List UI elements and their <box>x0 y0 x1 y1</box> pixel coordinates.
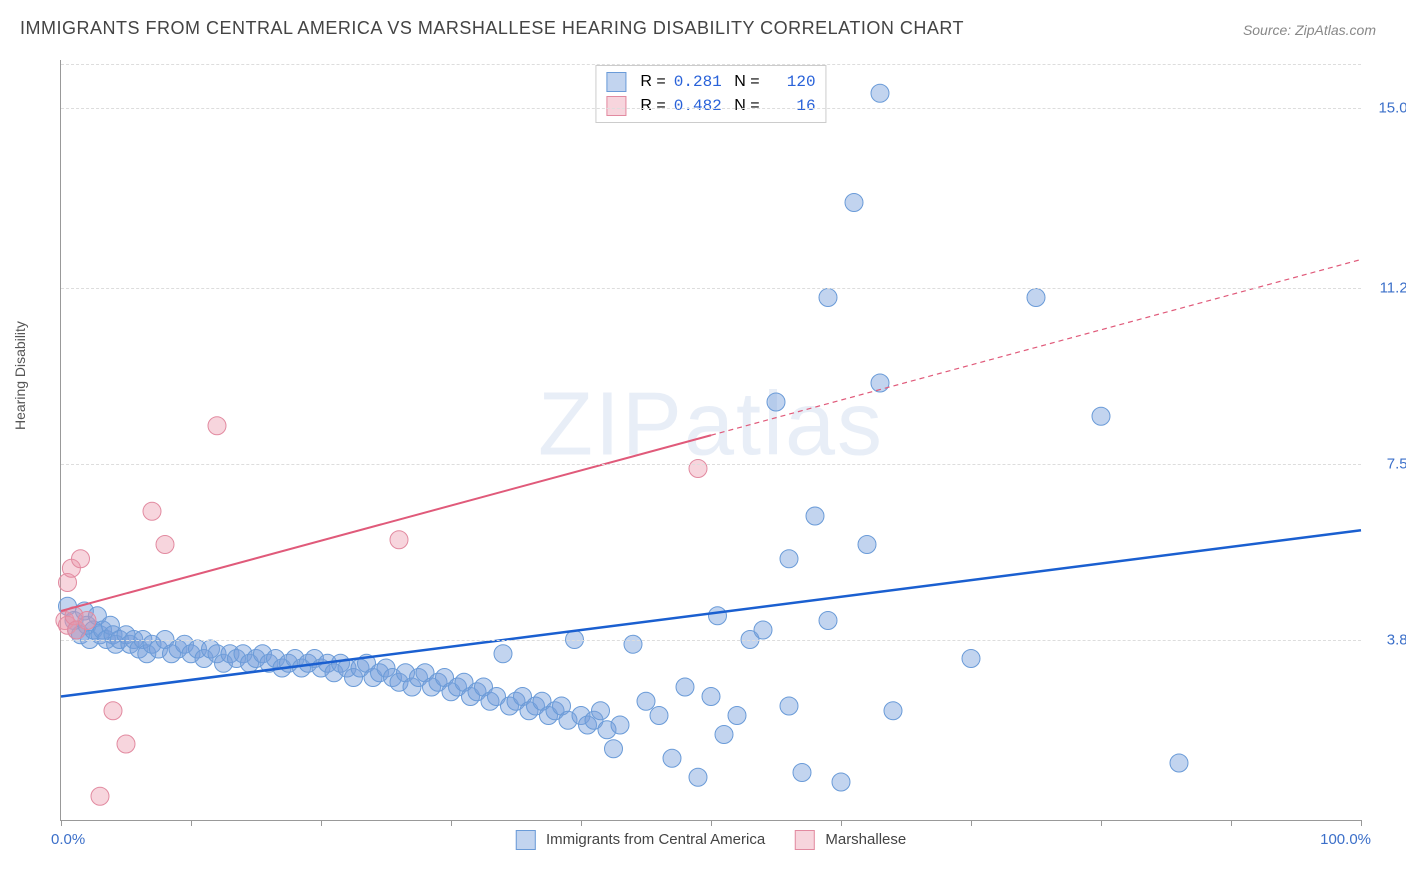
x-tick <box>1101 820 1102 826</box>
gridline <box>61 640 1361 641</box>
scatter-point <box>780 550 798 568</box>
scatter-point <box>819 612 837 630</box>
scatter-point <box>709 607 727 625</box>
scatter-point <box>715 726 733 744</box>
scatter-point <box>78 612 96 630</box>
x-tick <box>581 820 582 826</box>
scatter-point <box>104 702 122 720</box>
legend-item-1: Immigrants from Central America <box>516 830 765 850</box>
scatter-point <box>728 707 746 725</box>
scatter-point <box>962 650 980 668</box>
scatter-point <box>689 460 707 478</box>
trend-line <box>61 530 1361 696</box>
scatter-point <box>605 740 623 758</box>
scatter-point <box>754 621 772 639</box>
scatter-point <box>494 645 512 663</box>
gridline <box>61 464 1361 465</box>
scatter-point <box>592 702 610 720</box>
scatter-point <box>390 531 408 549</box>
scatter-point <box>156 536 174 554</box>
correlation-stats-box: R =0.281 N =120 R =0.482 N =16 <box>595 65 826 123</box>
x-tick <box>191 820 192 826</box>
stats-row-series1: R =0.281 N =120 <box>606 70 815 94</box>
chart-plot-area: ZIPatlas R =0.281 N =120 R =0.482 N =16 … <box>60 60 1361 821</box>
y-axis-label: Hearing Disability <box>12 321 28 430</box>
trend-line <box>61 435 711 611</box>
scatter-point <box>72 550 90 568</box>
scatter-point <box>884 702 902 720</box>
scatter-point <box>624 635 642 653</box>
stats-row-series2: R =0.482 N =16 <box>606 94 815 118</box>
scatter-point <box>845 194 863 212</box>
scatter-point <box>806 507 824 525</box>
scatter-point <box>650 707 668 725</box>
scatter-point <box>871 84 889 102</box>
scatter-point <box>1092 407 1110 425</box>
scatter-point <box>91 787 109 805</box>
x-axis-max-label: 100.0% <box>1320 831 1371 848</box>
scatter-point <box>767 393 785 411</box>
x-tick <box>1361 820 1362 826</box>
x-axis-min-label: 0.0% <box>51 831 85 848</box>
gridline <box>61 288 1361 289</box>
scatter-point <box>1170 754 1188 772</box>
chart-title: IMMIGRANTS FROM CENTRAL AMERICA VS MARSH… <box>20 18 964 39</box>
gridline <box>61 108 1361 109</box>
scatter-point <box>819 289 837 307</box>
legend-item-2: Marshallese <box>795 830 906 850</box>
scatter-point <box>858 536 876 554</box>
scatter-point <box>780 697 798 715</box>
scatter-point <box>702 688 720 706</box>
legend: Immigrants from Central America Marshall… <box>516 830 906 850</box>
scatter-point <box>793 764 811 782</box>
x-tick <box>841 820 842 826</box>
scatter-point <box>611 716 629 734</box>
legend-swatch-1 <box>516 830 536 850</box>
stats-swatch-2 <box>606 96 626 116</box>
x-tick <box>971 820 972 826</box>
scatter-point <box>208 417 226 435</box>
x-tick <box>61 820 62 826</box>
source-attribution: Source: ZipAtlas.com <box>1243 22 1376 38</box>
scatter-point <box>676 678 694 696</box>
x-tick <box>1231 820 1232 826</box>
y-tick-label: 11.2% <box>1366 280 1406 297</box>
scatter-svg <box>61 60 1361 820</box>
scatter-point <box>663 749 681 767</box>
stats-swatch-1 <box>606 72 626 92</box>
y-tick-label: 15.0% <box>1366 99 1406 116</box>
x-tick <box>451 820 452 826</box>
trend-line-extrapolated <box>711 260 1361 436</box>
scatter-point <box>637 692 655 710</box>
gridline <box>61 64 1361 65</box>
scatter-point <box>143 502 161 520</box>
y-tick-label: 7.5% <box>1366 455 1406 472</box>
scatter-point <box>1027 289 1045 307</box>
y-tick-label: 3.8% <box>1366 631 1406 648</box>
scatter-point <box>117 735 135 753</box>
legend-swatch-2 <box>795 830 815 850</box>
scatter-point <box>832 773 850 791</box>
x-tick <box>321 820 322 826</box>
x-tick <box>711 820 712 826</box>
scatter-point <box>689 768 707 786</box>
